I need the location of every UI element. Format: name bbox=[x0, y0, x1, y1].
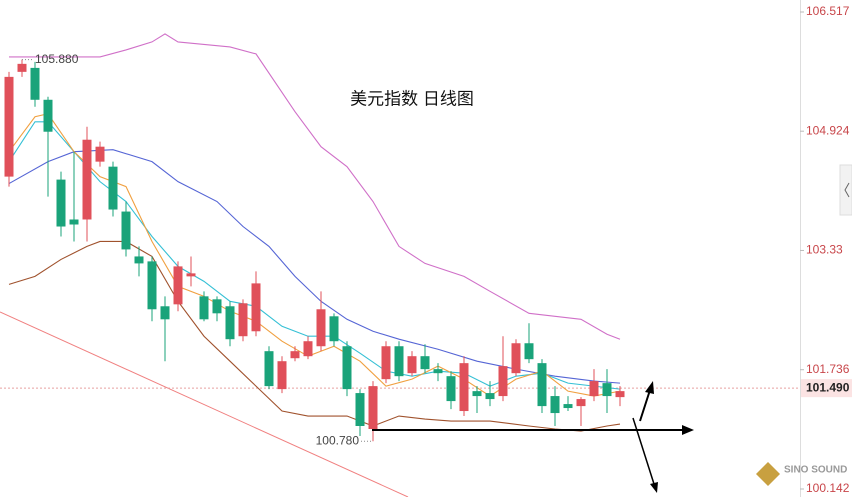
candle-body bbox=[56, 179, 66, 227]
arrow-head bbox=[650, 482, 658, 493]
indicator-line bbox=[8, 240, 621, 432]
candle-body bbox=[225, 306, 235, 340]
trend-line bbox=[0, 311, 409, 497]
candle-body bbox=[121, 211, 131, 250]
candle-body bbox=[4, 76, 14, 177]
candle-body bbox=[342, 346, 352, 390]
candle-body bbox=[550, 396, 560, 414]
candle-body bbox=[576, 399, 586, 407]
candle-body bbox=[251, 283, 261, 332]
candle-body bbox=[199, 296, 209, 320]
candle-body bbox=[30, 67, 40, 100]
y-tick-label: 103.33 bbox=[806, 243, 843, 257]
candle-body bbox=[381, 346, 391, 380]
candle-body bbox=[355, 393, 365, 426]
candle-body bbox=[537, 363, 547, 407]
tab-icon bbox=[844, 182, 850, 198]
candle-body bbox=[615, 391, 625, 398]
indicator-line bbox=[8, 149, 621, 384]
indicator-line bbox=[9, 33, 621, 340]
candle-body bbox=[563, 404, 573, 409]
candle-body bbox=[95, 146, 105, 162]
candle-body bbox=[407, 356, 417, 374]
candle-body bbox=[329, 316, 339, 342]
candle-body bbox=[160, 306, 170, 320]
y-tick-label: 104.924 bbox=[806, 123, 850, 137]
y-tick-label: 106.517 bbox=[806, 4, 850, 18]
candle-body bbox=[147, 261, 157, 310]
candle-body bbox=[472, 391, 482, 397]
candle-body bbox=[108, 166, 118, 210]
candle-body bbox=[524, 343, 534, 360]
candle-body bbox=[43, 99, 53, 132]
last-price-box bbox=[801, 379, 852, 398]
arrow-head bbox=[645, 381, 654, 394]
candle-body bbox=[264, 351, 274, 387]
candle-body bbox=[446, 376, 456, 402]
last-price-label: 101.490 bbox=[806, 380, 850, 394]
candle-body bbox=[498, 366, 508, 397]
candle-body bbox=[212, 299, 222, 314]
candle-body bbox=[589, 381, 599, 397]
candle-body bbox=[316, 309, 326, 347]
candle-body bbox=[173, 266, 183, 305]
candle-body bbox=[433, 369, 443, 374]
y-tick-label: 101.736 bbox=[806, 362, 850, 376]
watermark: SINO SOUND bbox=[784, 465, 847, 476]
annotation-label: 100.780 bbox=[316, 433, 360, 447]
logo-icon bbox=[756, 462, 780, 486]
candle-body bbox=[238, 303, 248, 337]
side-tab[interactable] bbox=[839, 164, 852, 216]
candle-body bbox=[459, 363, 469, 412]
y-tick-label: 100.142 bbox=[806, 481, 850, 495]
arrow-up bbox=[639, 389, 651, 422]
arrow-head bbox=[682, 425, 694, 435]
candle-body bbox=[511, 343, 521, 374]
candle-body bbox=[303, 341, 313, 357]
candle-body bbox=[368, 386, 378, 429]
candle-body bbox=[17, 63, 27, 72]
chart-title: 美元指数 日线图 bbox=[350, 89, 474, 108]
candle-body bbox=[290, 351, 300, 359]
candle-body bbox=[134, 256, 144, 264]
candle-body bbox=[69, 219, 79, 225]
candle-body bbox=[602, 383, 612, 397]
candle-body bbox=[82, 139, 92, 220]
candle-body bbox=[485, 393, 495, 400]
candle-body bbox=[277, 361, 287, 390]
arrow-down bbox=[632, 417, 655, 485]
annotation-label: 105.880 bbox=[35, 52, 79, 66]
candle-body bbox=[394, 346, 404, 377]
candle-body bbox=[420, 356, 430, 370]
candle-body bbox=[186, 273, 196, 277]
plot bbox=[0, 33, 800, 442]
